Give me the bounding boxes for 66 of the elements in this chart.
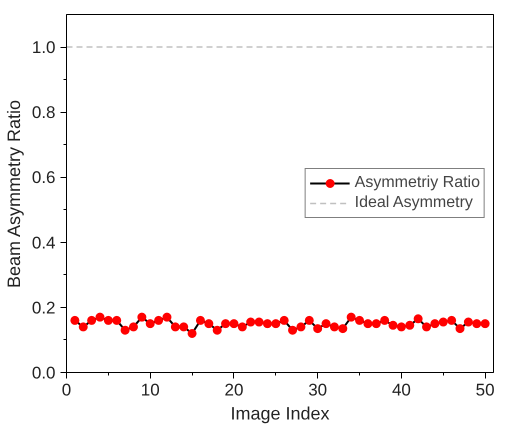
point	[405, 320, 414, 330]
point	[137, 312, 146, 322]
point	[338, 324, 348, 334]
point	[396, 322, 406, 332]
y-tick-label: 0.0	[32, 364, 56, 382]
point	[464, 318, 473, 327]
point	[472, 319, 482, 328]
point	[271, 319, 280, 328]
point	[238, 322, 247, 332]
point	[322, 319, 331, 328]
point	[204, 319, 214, 328]
point	[188, 328, 197, 338]
point	[128, 322, 138, 332]
y-tick-label: 1.0	[32, 38, 56, 58]
point	[296, 322, 306, 332]
point	[104, 316, 113, 325]
point	[304, 316, 314, 325]
x-tick-label: 50	[476, 380, 495, 400]
point	[179, 322, 188, 332]
y-tick-label: 0.2	[32, 298, 56, 318]
x-tick-label: 0	[62, 380, 72, 400]
point	[313, 324, 322, 334]
point	[154, 316, 164, 325]
point	[262, 319, 272, 328]
point	[78, 322, 88, 332]
point	[95, 312, 104, 322]
point	[196, 316, 205, 325]
point	[146, 319, 155, 328]
point	[355, 316, 364, 325]
point	[254, 318, 264, 327]
point	[112, 316, 122, 325]
point	[330, 322, 339, 332]
point	[346, 312, 356, 322]
point	[221, 319, 230, 328]
x-tick-label: 40	[392, 380, 411, 400]
point	[380, 316, 390, 325]
point	[363, 319, 372, 328]
point	[430, 319, 440, 328]
point	[372, 319, 381, 328]
point	[447, 316, 456, 325]
point	[280, 316, 289, 325]
point	[422, 322, 432, 332]
point	[70, 316, 80, 325]
point	[480, 319, 490, 328]
point	[87, 316, 96, 325]
point	[388, 320, 398, 330]
point	[414, 314, 423, 324]
y-axis-title: Beam Asymmetry Ratio	[4, 100, 24, 288]
y-tick-label: 0.6	[32, 168, 56, 188]
y-tick-label: 0.8	[32, 103, 56, 122]
x-tick-label: 20	[224, 380, 244, 400]
x-axis-title: Image Index	[230, 404, 330, 424]
point	[162, 312, 172, 322]
point	[438, 318, 448, 327]
point	[246, 318, 256, 327]
x-tick-label: 10	[140, 380, 160, 400]
point	[170, 322, 180, 332]
point	[456, 324, 465, 334]
legend-label: Ideal Asymmetry	[354, 194, 473, 212]
legend-label: Asymmetriy Ratio	[354, 174, 480, 192]
point	[229, 319, 238, 328]
point	[120, 326, 130, 335]
point	[288, 326, 298, 335]
y-tick-label: 0.4	[32, 233, 56, 252]
point	[212, 326, 222, 335]
x-tick-label: 30	[308, 380, 328, 400]
